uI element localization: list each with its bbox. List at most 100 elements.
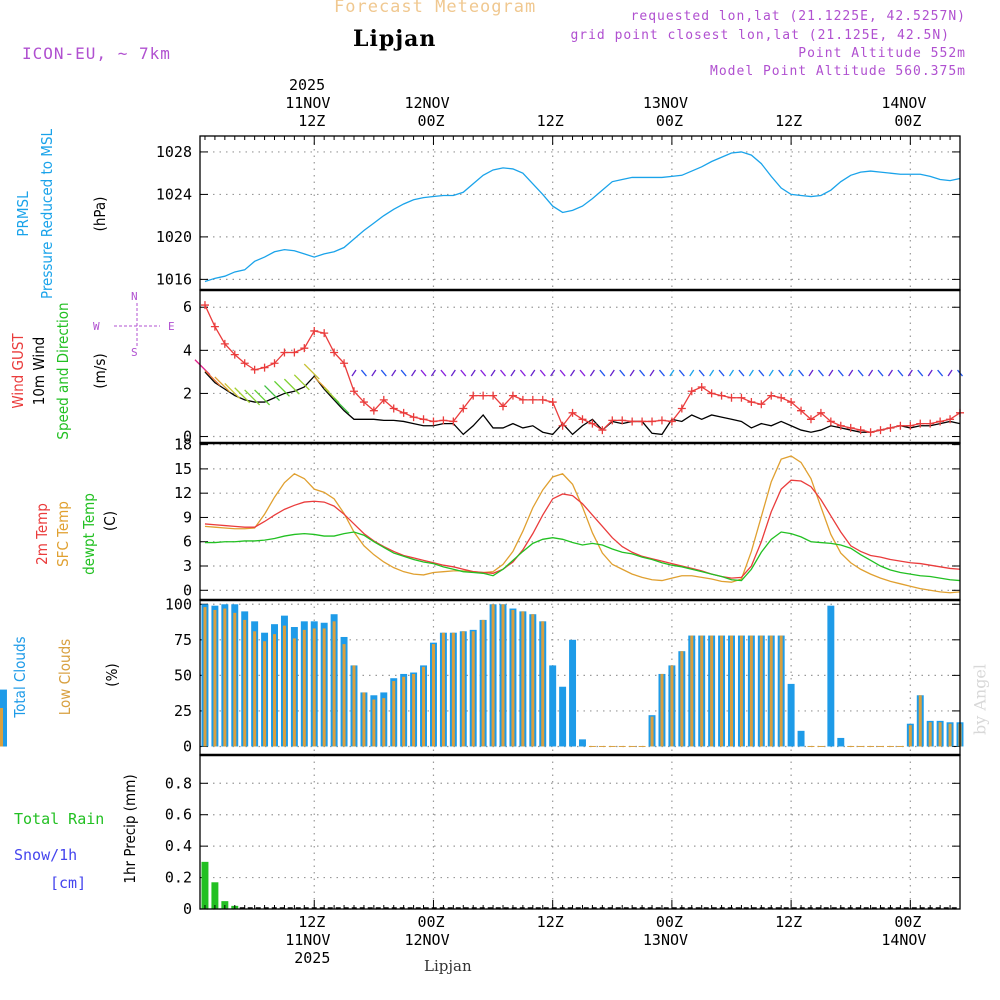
- wind-arrow: [698, 369, 705, 377]
- gust-marker: [349, 387, 358, 396]
- wind-arrow: [519, 369, 526, 377]
- gust-marker: [280, 348, 289, 357]
- top-axis-hour: 12Z: [298, 112, 326, 130]
- wind-arrow: [510, 369, 516, 377]
- total-cloud-bar: [0, 689, 7, 747]
- low-cloud-bar: [541, 621, 545, 747]
- gust-marker: [330, 348, 339, 357]
- wind-arrow: [748, 369, 754, 377]
- wind-arrow: [758, 369, 765, 377]
- gust-marker: [479, 391, 488, 400]
- wind-arrow: [947, 369, 953, 377]
- wind-arrow: [204, 370, 221, 386]
- bottom-axis-hour: 12Z: [298, 913, 326, 931]
- low-cloud-bar: [362, 692, 366, 747]
- gust-marker: [638, 417, 647, 426]
- low-cloud-bar: [908, 725, 912, 747]
- wind-arrow: [738, 369, 745, 377]
- low-cloud-bar: [710, 635, 714, 747]
- wind-arrow: [234, 387, 251, 404]
- label-dewpt-temp: dewpt Temp: [80, 493, 98, 575]
- y-tick-label: 4: [183, 341, 192, 359]
- wind-arrow: [589, 369, 595, 377]
- gust-marker: [399, 408, 408, 417]
- low-cloud-bar: [451, 632, 455, 747]
- wind-arrow: [391, 369, 397, 377]
- gust-marker: [310, 326, 319, 335]
- low-cloud-bar: [273, 634, 276, 747]
- y-tick-label: 25: [174, 702, 192, 720]
- low-cloud-bar: [938, 722, 942, 747]
- low-cloud-bar: [720, 635, 724, 747]
- low-cloud-bar: [779, 635, 783, 747]
- gust-marker: [707, 389, 716, 398]
- low-cloud-bar: [402, 676, 406, 747]
- top-axis-date: 13NOV: [642, 94, 689, 112]
- y-tick-label: 100: [165, 595, 192, 613]
- rain-bar: [201, 861, 209, 909]
- gust-marker: [757, 400, 766, 409]
- y-tick-label: 1016: [156, 270, 192, 288]
- wind-arrow: [559, 369, 566, 377]
- low-cloud-bar: [481, 619, 485, 747]
- y-tick-label: 0.8: [165, 774, 192, 792]
- gust-marker: [687, 387, 696, 396]
- wind-arrow: [828, 369, 834, 377]
- gust-marker: [558, 421, 567, 430]
- wind-arrow: [333, 398, 350, 414]
- low-cloud-bar: [918, 695, 922, 747]
- gust-marker: [856, 426, 865, 435]
- point-altitude: Point Altitude 552m: [798, 46, 966, 61]
- wind-arrow: [264, 385, 280, 402]
- low-cloud-bar: [392, 681, 396, 747]
- wind-arrow: [609, 369, 615, 377]
- low-cloud-bar: [461, 631, 465, 747]
- wind-arrow: [868, 369, 874, 377]
- gust-marker: [210, 322, 219, 331]
- total-cloud-bar: [837, 737, 845, 747]
- y-tick-label: 1020: [156, 228, 192, 246]
- wind-arrow: [500, 369, 507, 377]
- gust-marker: [489, 391, 498, 400]
- label-total-rain: Total Rain: [14, 810, 105, 828]
- wind-arrow: [430, 369, 437, 377]
- wind-arrow: [768, 369, 774, 377]
- low-cloud-bar: [531, 614, 535, 747]
- y-tick-label: 1028: [156, 143, 192, 161]
- label-pressure-msl: Pressure Reduced to MSL: [38, 128, 56, 300]
- gust-marker: [936, 417, 945, 426]
- wind-arrow: [669, 369, 675, 377]
- wind-arrow: [808, 369, 814, 377]
- label-low-clouds: Low Clouds: [56, 638, 74, 716]
- low-cloud-bar: [223, 608, 227, 747]
- wind-arrow: [718, 369, 725, 377]
- wind-arrow: [658, 369, 665, 377]
- bottom-axis-date: 11NOV: [285, 931, 331, 949]
- gust-marker: [806, 415, 815, 424]
- low-cloud-bar: [690, 635, 694, 747]
- low-cloud-bar: [332, 621, 336, 747]
- wind-arrow: [897, 369, 904, 377]
- top-axis-date: 11NOV: [285, 94, 331, 112]
- low-cloud-bar: [928, 722, 932, 747]
- wind-arrow: [244, 389, 261, 406]
- y-tick-label: 0.2: [165, 869, 192, 887]
- wind-arrow: [530, 369, 536, 377]
- gust-marker: [608, 416, 617, 425]
- low-cloud-bar: [501, 604, 505, 747]
- gust-marker: [826, 417, 835, 426]
- gust-marker: [429, 417, 438, 426]
- gust-marker: [340, 359, 349, 368]
- low-cloud-bar: [412, 673, 416, 747]
- bottom-axis-hour: 00Z: [417, 913, 445, 931]
- wind-arrow: [214, 376, 231, 393]
- gust-marker: [737, 393, 746, 402]
- low-cloud-bar: [233, 612, 237, 747]
- low-cloud-bar: [312, 628, 316, 747]
- compass-s: S: [131, 346, 138, 359]
- wind-arrow: [649, 369, 655, 377]
- y-tick-label: 6: [183, 533, 192, 551]
- low-cloud-bar: [352, 665, 356, 747]
- sfc-temp-line: [204, 455, 961, 594]
- low-cloud-bar: [700, 635, 704, 747]
